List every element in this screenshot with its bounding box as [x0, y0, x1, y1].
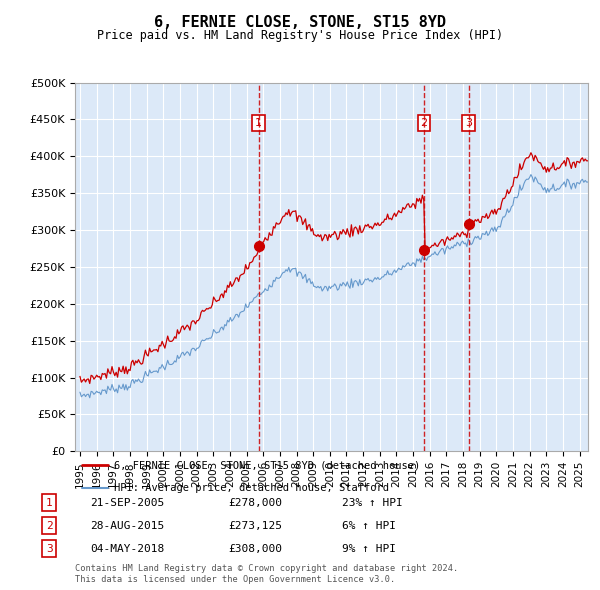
Text: £278,000: £278,000 [228, 498, 282, 507]
Text: This data is licensed under the Open Government Licence v3.0.: This data is licensed under the Open Gov… [75, 575, 395, 584]
Text: £308,000: £308,000 [228, 544, 282, 553]
Text: 1: 1 [255, 118, 262, 128]
Text: 04-MAY-2018: 04-MAY-2018 [90, 544, 164, 553]
Text: 2: 2 [46, 521, 53, 530]
Text: 9% ↑ HPI: 9% ↑ HPI [342, 544, 396, 553]
Text: HPI: Average price, detached house, Stafford: HPI: Average price, detached house, Staf… [114, 483, 389, 493]
Text: 3: 3 [465, 118, 472, 128]
Text: 2: 2 [421, 118, 428, 128]
Text: Price paid vs. HM Land Registry's House Price Index (HPI): Price paid vs. HM Land Registry's House … [97, 29, 503, 42]
Text: Contains HM Land Registry data © Crown copyright and database right 2024.: Contains HM Land Registry data © Crown c… [75, 565, 458, 573]
Text: 23% ↑ HPI: 23% ↑ HPI [342, 498, 403, 507]
Text: 28-AUG-2015: 28-AUG-2015 [90, 521, 164, 530]
Text: 21-SEP-2005: 21-SEP-2005 [90, 498, 164, 507]
Text: 6, FERNIE CLOSE, STONE, ST15 8YD: 6, FERNIE CLOSE, STONE, ST15 8YD [154, 15, 446, 30]
Text: 3: 3 [46, 544, 53, 553]
Text: 6% ↑ HPI: 6% ↑ HPI [342, 521, 396, 530]
Text: 1: 1 [46, 498, 53, 507]
Text: 6, FERNIE CLOSE, STONE, ST15 8YD (detached house): 6, FERNIE CLOSE, STONE, ST15 8YD (detach… [114, 460, 420, 470]
Text: £273,125: £273,125 [228, 521, 282, 530]
